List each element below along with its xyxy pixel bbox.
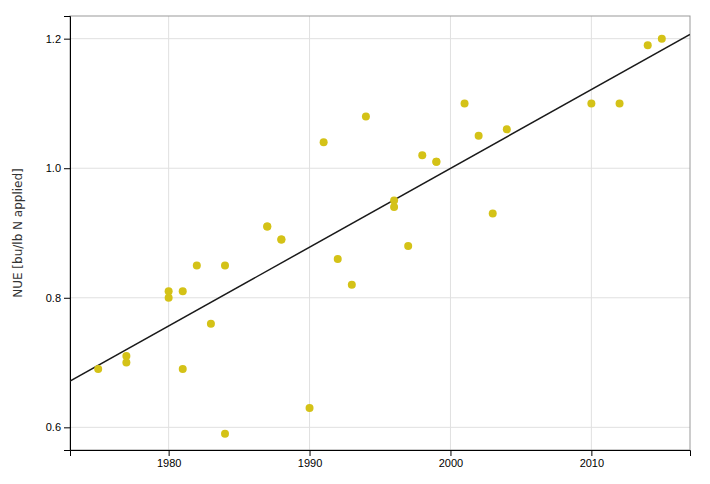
point <box>263 223 271 231</box>
fit-line <box>70 34 690 381</box>
grid-line-x <box>450 16 451 450</box>
point <box>475 132 483 140</box>
point <box>489 210 497 218</box>
x-axis: 1980 1990 2000 2010 <box>71 450 691 469</box>
y-axis-tick: 0.6 <box>46 421 70 433</box>
point <box>179 365 187 373</box>
point <box>221 430 229 438</box>
x-axis-tick: 2000 <box>439 450 463 469</box>
point <box>221 261 229 269</box>
point <box>193 261 201 269</box>
point <box>94 365 102 373</box>
grid-line-y <box>70 38 690 39</box>
y-axis-title: NUE [bu/lb N applied] <box>11 168 25 298</box>
y-axis-tick: 1.0 <box>46 162 70 174</box>
y-axis-tick-label: 1.2 <box>46 33 61 45</box>
x-axis-tick-label: 1990 <box>298 457 322 469</box>
point <box>362 112 370 120</box>
x-axis-line <box>71 451 691 457</box>
grid-line-y <box>70 297 690 298</box>
point <box>432 158 440 166</box>
point <box>277 235 285 243</box>
point <box>658 35 666 43</box>
grid-line-x <box>309 16 310 450</box>
point <box>207 320 215 328</box>
x-axis-tick-mark <box>310 450 311 456</box>
grid-line-x <box>591 16 592 450</box>
point <box>644 41 652 49</box>
point <box>503 125 511 133</box>
point <box>418 151 426 159</box>
point <box>390 203 398 211</box>
x-axis-tick-mark <box>450 450 451 456</box>
point <box>277 235 285 243</box>
x-axis-tick-mark <box>591 450 592 456</box>
point <box>587 99 595 107</box>
point <box>432 158 440 166</box>
x-axis-tick-label: 2000 <box>439 457 463 469</box>
point <box>179 287 187 295</box>
x-axis-tick: 1990 <box>298 450 322 469</box>
plot: 1980 1990 2000 2010 0.6 0.8 1.0 1.2 NUE [bu/lb N… <box>11 16 691 469</box>
y-axis-tick-label: 0.6 <box>46 421 61 433</box>
y-axis-tick: 0.8 <box>46 292 70 304</box>
point <box>263 223 271 231</box>
y-axis-tick-label: 0.8 <box>46 292 61 304</box>
x-axis-tick: 2010 <box>580 450 604 469</box>
point <box>320 138 328 146</box>
y-axis-tick-mark <box>64 298 70 299</box>
point <box>461 99 469 107</box>
grid-line-y <box>70 427 690 428</box>
x-axis-tick: 1980 <box>157 450 181 469</box>
plot-frame <box>70 16 690 450</box>
grid-line-x <box>168 16 169 450</box>
x-axis-tick-mark <box>169 450 170 456</box>
y-axis-tick-label: 1.0 <box>46 162 61 174</box>
y-axis-tick-mark <box>64 168 70 169</box>
y-axis-tick: 1.2 <box>46 33 70 45</box>
marks <box>70 34 690 437</box>
x-axis-tick-label: 1980 <box>157 457 181 469</box>
grid-line-y <box>70 168 690 169</box>
y-axis-line <box>64 17 71 451</box>
point <box>306 404 314 412</box>
point <box>122 352 130 360</box>
grid <box>70 16 690 450</box>
y-axis-tick-mark <box>64 427 70 428</box>
x-axis-tick-label: 2010 <box>580 457 604 469</box>
y-axis-tick-mark <box>64 39 70 40</box>
point <box>616 99 624 107</box>
point <box>348 281 356 289</box>
y-axis: 0.6 0.8 1.0 1.2 <box>46 17 71 451</box>
point <box>165 287 173 295</box>
point <box>404 242 412 250</box>
point <box>334 255 342 263</box>
chart: 1980 1990 2000 2010 0.6 0.8 1.0 1.2 NUE [bu/lb N… <box>0 0 710 484</box>
